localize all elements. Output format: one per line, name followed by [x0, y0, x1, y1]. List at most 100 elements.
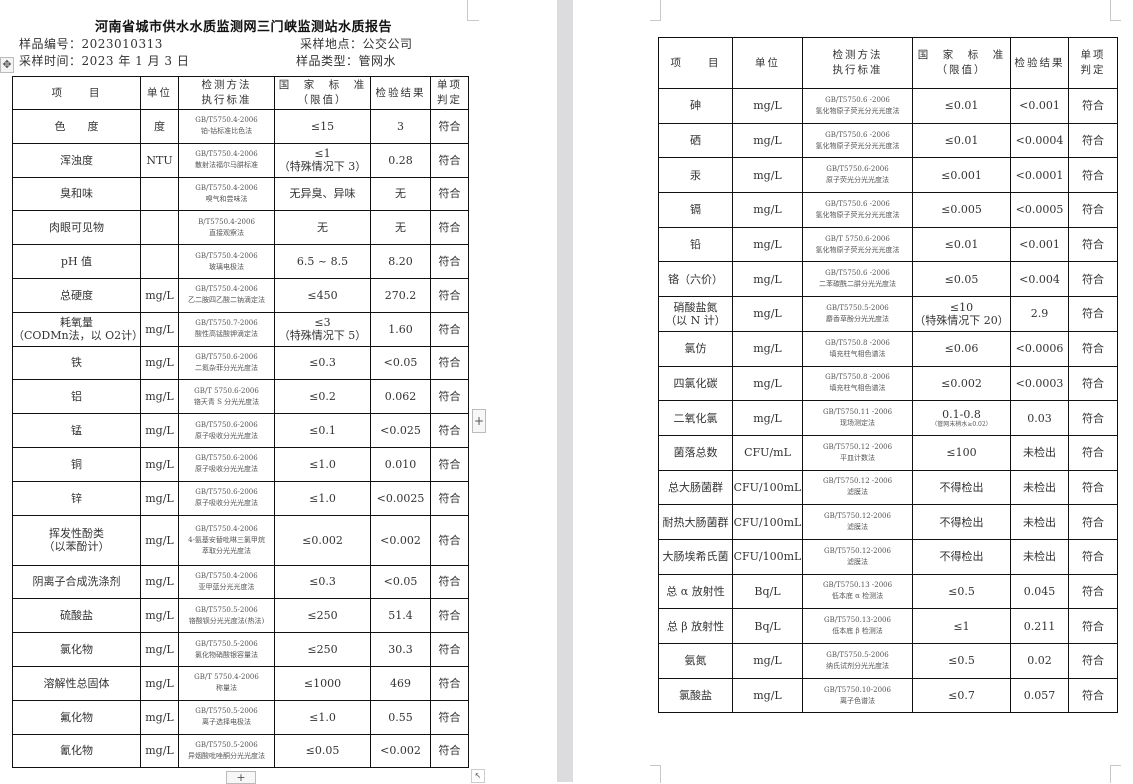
method-name: 低本底 α 检测法: [831, 592, 884, 601]
unit-cell: mg/L: [732, 261, 803, 298]
result-cell: <0.0001: [1010, 157, 1069, 194]
result-cell: 270.2: [370, 277, 431, 313]
method-name: 氢化物原子荧光分光光度法: [815, 245, 900, 254]
header-item: 项 目: [12, 76, 141, 110]
unit-cell: mg/L: [732, 157, 803, 194]
standard-cell: ≤0.2: [274, 379, 371, 415]
table-row: 氯仿 mg/L GB/T5750.8 -2006 填充柱气相色谱法 ≤0.06 <0.00…: [658, 330, 1118, 367]
verdict-cell: 符合: [430, 244, 469, 279]
method-code: GB/T5750.13-2006: [824, 616, 891, 625]
result-cell: 未检出: [1010, 504, 1069, 540]
method-name: 滤膜法: [847, 557, 868, 566]
result-cell: 3: [370, 109, 431, 144]
method-name: 现场测定法: [840, 419, 875, 428]
standard-value: 6.5 ~ 8.5: [296, 255, 349, 269]
method-name: 氢化物原子荧光分光光度法: [815, 210, 900, 219]
method-cell: GB/T5750.6-2006 原子吸收分光光度法: [178, 446, 275, 482]
method-name: 氯化物硝酸银容量法: [195, 650, 258, 659]
standard-cell: ≤0.01: [912, 88, 1011, 124]
table-row: 锰 mg/L GB/T5750.6-2006 原子吸收分光光度法 ≤0.1 <0.025 符…: [12, 413, 469, 448]
header-result: 检验结果: [1010, 37, 1069, 89]
standard-value: 不得检出: [939, 480, 984, 494]
result-cell: 0.02: [1010, 643, 1069, 679]
method-name: 填充柱气相色谱法: [829, 349, 886, 358]
standard-cell: ≤15: [274, 109, 371, 144]
method-code: GB/T5750.5-2006: [195, 740, 258, 749]
table-row: 挥发性酚类 （以苯酚计） mg/L GB/T5750.4-2006 4-氨基安替吡啉三…: [12, 514, 469, 566]
table-row: 氰化物 mg/L GB/T5750.5-2006 异烟酸吡唑酮分光光度法 ≤0.05 <0…: [12, 733, 469, 769]
method-cell: GB/T 5750.6-2006 氢化物原子荧光分光光度法: [802, 226, 913, 263]
method-cell: GB/T5750.12 -2006 滤膜法: [802, 469, 913, 506]
standard-cell: 不得检出: [912, 504, 1011, 540]
result-cell: 未检出: [1010, 469, 1069, 506]
table-header-row: 项 目单位 检测方法 执行标准国 家 标 准 （限值） 检验结果 单项 判定: [658, 37, 1118, 89]
verdict-cell: 符合: [430, 598, 469, 634]
header-method: 检测方法 执行标准: [178, 76, 275, 110]
add-column-button[interactable]: +: [472, 409, 486, 433]
table-row: 菌落总数 CFU/mL GB/T5750.12 -2006 平皿计数法 ≤100 未检出符…: [658, 434, 1118, 471]
verdict-cell: 符合: [430, 210, 469, 246]
table-resize-handle[interactable]: ↖: [471, 769, 485, 783]
verdict-cell: 符合: [1068, 573, 1118, 610]
table-move-handle[interactable]: ✥: [0, 57, 14, 73]
unit-cell: mg/L: [732, 677, 803, 714]
item-cell: 肉眼可见物: [12, 210, 141, 246]
unit-cell: mg/L: [140, 632, 179, 667]
method-code: GB/T5750.4-2006: [195, 285, 258, 294]
method-name: 铂-钴标准比色法: [200, 127, 253, 136]
item-cell: 臭和味: [12, 176, 141, 212]
standard-value: ≤10 （特殊情况下 20）: [914, 300, 1009, 327]
verdict-cell: 符合: [1068, 400, 1118, 436]
result-cell: 1.60: [370, 311, 431, 347]
method-code: GB/T5750.6-2006: [195, 454, 258, 463]
method-name: 铬酸钡分光光度法(热法): [188, 616, 265, 625]
method-name: 填充柱气相色谱法: [829, 384, 886, 393]
item-cell: 菌落总数: [658, 434, 733, 471]
method-code: GB/T5750.6 -2006: [825, 95, 890, 104]
item-cell: 铬（六价）: [658, 261, 733, 298]
verdict-cell: 符合: [430, 277, 469, 313]
standard-value: ≤0.3: [309, 356, 336, 370]
add-row-button[interactable]: +: [226, 771, 256, 784]
method-cell: GB/T5750.8 -2006 填充柱气相色谱法: [802, 365, 913, 402]
method-cell: GB/T 5750.6-2006 铬天青 S 分光光度法: [178, 379, 275, 415]
method-cell: GB/T 5750.4-2006 称量法: [178, 665, 275, 701]
verdict-cell: 符合: [430, 413, 469, 448]
method-code: GB/T5750.5-2006: [195, 639, 258, 648]
unit-cell: mg/L: [140, 733, 179, 769]
standard-value: ≤0.05: [305, 744, 340, 758]
verdict-cell: 符合: [1068, 192, 1118, 228]
method-name: 二氮杂菲分光光度法: [195, 363, 258, 372]
standard-value: 0.1-0.8: [942, 407, 981, 421]
standard-cell: ≤3 （特殊情况下 5）: [274, 311, 371, 347]
item-cell: 阴离子合成洗涤剂: [12, 564, 141, 600]
item-cell: 镉: [658, 192, 733, 228]
standard-value: ≤0.005: [941, 203, 982, 217]
table-row: 铝 mg/L GB/T 5750.6-2006 铬天青 S 分光光度法 ≤0.2 0.06…: [12, 379, 469, 415]
unit-cell: mg/L: [140, 665, 179, 701]
method-code: GB/T5750.12-2006: [824, 512, 891, 521]
method-cell: GB/T5750.4-2006 铂-钴标准比色法: [178, 109, 275, 144]
method-code: GB/T5750.4-2006: [195, 183, 258, 192]
result-cell: 未检出: [1010, 434, 1069, 471]
unit-cell: mg/L: [140, 413, 179, 448]
item-cell: 氯化物: [12, 632, 141, 667]
verdict-cell: 符合: [1068, 157, 1118, 194]
table-row: 总 β 放射性 Bq/L GB/T5750.13-2006 低本底 β 检测法 ≤1 0.…: [658, 608, 1118, 644]
unit-cell: 度: [140, 109, 179, 144]
standard-value: ≤15: [310, 119, 335, 133]
standard-value: ≤1 （特殊情况下 3）: [278, 147, 367, 174]
method-cell: B/T5750.4-2006 直接观察法: [178, 210, 275, 246]
standard-value: ≤0.002: [302, 533, 343, 547]
header-result: 检验结果: [370, 76, 431, 110]
unit-cell: mg/L: [732, 296, 803, 332]
standard-value: ≤0.3: [309, 575, 336, 589]
method-code: GB/T 5750.6-2006: [825, 234, 890, 243]
standard-cell: ≤0.002: [912, 365, 1011, 402]
result-cell: 2.9: [1010, 296, 1069, 332]
method-code: GB/T5750.12 -2006: [822, 477, 893, 486]
standard-value: ≤0.06: [944, 342, 979, 356]
header-unit: 单位: [140, 76, 179, 110]
standard-value: ≤0.01: [944, 99, 979, 113]
